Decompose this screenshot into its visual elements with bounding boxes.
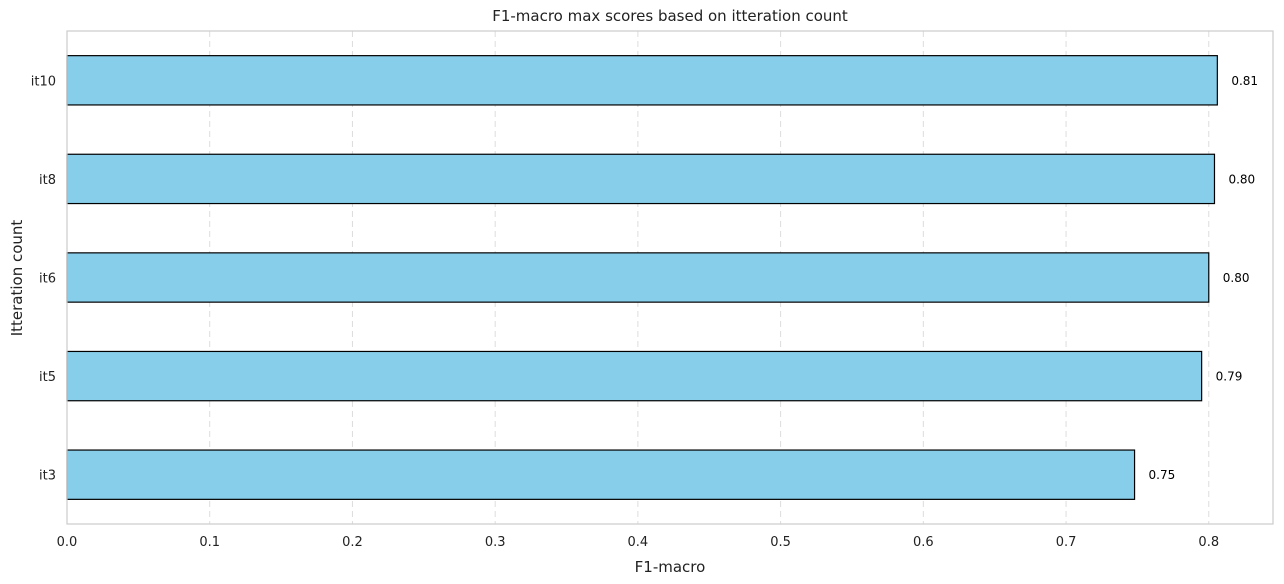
x-tick-label: 0.8 xyxy=(1198,535,1219,550)
data-label-it5: 0.79 xyxy=(1216,370,1243,384)
bar-it6 xyxy=(66,252,1210,303)
data-label-it10: 0.81 xyxy=(1231,74,1258,88)
y-tick-label-it8: it8 xyxy=(39,173,56,188)
plot-frame xyxy=(66,30,1274,525)
x-grid xyxy=(209,31,1210,524)
data-label-it3: 0.75 xyxy=(1149,468,1176,482)
x-tick-label: 0.2 xyxy=(342,535,363,550)
x-tick-label: 0.3 xyxy=(485,535,506,550)
x-tick-label: 0.7 xyxy=(1056,535,1077,550)
bar-it5 xyxy=(66,350,1203,402)
bar-it3 xyxy=(66,449,1136,500)
bar-it10 xyxy=(66,55,1218,106)
x-tick-label: 0.5 xyxy=(770,535,791,550)
chart-title: F1-macro max scores based on itteration … xyxy=(492,7,848,25)
y-tick-label-it6: it6 xyxy=(39,272,56,287)
data-labels: 0.81 0.80 0.80 0.79 0.75 xyxy=(1149,74,1258,482)
y-tick-label-it5: it5 xyxy=(39,370,56,385)
y-tick-label-it3: it3 xyxy=(39,469,56,484)
x-tick-label: 0.1 xyxy=(199,535,220,550)
y-axis-label: Itteration count xyxy=(8,220,26,337)
x-axis-label: F1-macro xyxy=(635,558,706,576)
x-tick-labels: 0.0 0.1 0.2 0.3 0.4 0.5 0.6 0.7 0.8 xyxy=(57,535,1219,550)
x-tick-label: 0.6 xyxy=(913,535,934,550)
data-label-it6: 0.80 xyxy=(1223,271,1250,285)
x-tick-label: 0.0 xyxy=(57,535,78,550)
y-tick-label-it10: it10 xyxy=(31,74,56,89)
x-tick-label: 0.4 xyxy=(628,535,649,550)
bars xyxy=(66,55,1218,500)
bar-it8 xyxy=(66,153,1216,205)
y-tick-labels: it10 it8 it6 it5 it3 xyxy=(31,74,56,483)
data-label-it8: 0.80 xyxy=(1228,172,1255,186)
